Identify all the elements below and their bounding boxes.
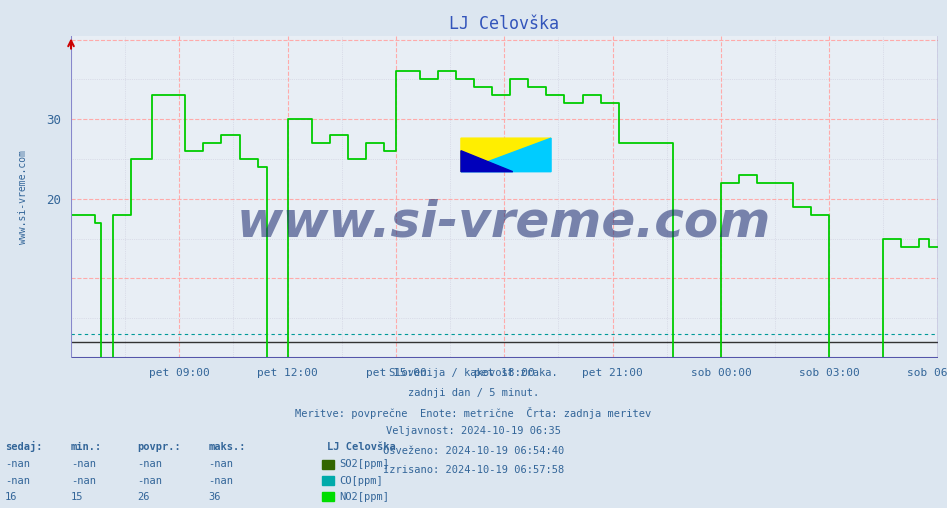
Polygon shape [461,138,551,172]
Text: -nan: -nan [137,459,162,469]
Polygon shape [461,151,512,172]
Text: -nan: -nan [208,459,233,469]
Title: LJ Celovška: LJ Celovška [449,15,560,33]
Text: -nan: -nan [208,475,233,486]
Text: povpr.:: povpr.: [137,441,181,452]
Text: www.si-vreme.com: www.si-vreme.com [18,150,28,244]
Text: -nan: -nan [71,475,96,486]
Text: Osveženo: 2024-10-19 06:54:40: Osveženo: 2024-10-19 06:54:40 [383,446,564,456]
Text: zadnji dan / 5 minut.: zadnji dan / 5 minut. [408,388,539,398]
Text: -nan: -nan [137,475,162,486]
Text: www.si-vreme.com: www.si-vreme.com [237,199,772,247]
Text: -nan: -nan [5,475,29,486]
Text: sedaj:: sedaj: [5,440,43,452]
Text: -nan: -nan [5,459,29,469]
Text: Veljavnost: 2024-10-19 06:35: Veljavnost: 2024-10-19 06:35 [386,426,561,436]
Text: min.:: min.: [71,441,102,452]
Text: 16: 16 [5,492,17,502]
Polygon shape [461,138,551,172]
Text: 26: 26 [137,492,150,502]
Text: 36: 36 [208,492,221,502]
Text: maks.:: maks.: [208,441,246,452]
Text: LJ Celovška: LJ Celovška [327,441,396,452]
Text: Slovenija / kakovost zraka.: Slovenija / kakovost zraka. [389,368,558,378]
Text: Meritve: povprečne  Enote: metrične  Črta: zadnja meritev: Meritve: povprečne Enote: metrične Črta:… [295,407,652,419]
Text: 15: 15 [71,492,83,502]
Text: CO[ppm]: CO[ppm] [339,475,383,486]
Text: -nan: -nan [71,459,96,469]
Text: NO2[ppm]: NO2[ppm] [339,492,389,502]
Text: Izrisano: 2024-10-19 06:57:58: Izrisano: 2024-10-19 06:57:58 [383,465,564,475]
Text: SO2[ppm]: SO2[ppm] [339,459,389,469]
